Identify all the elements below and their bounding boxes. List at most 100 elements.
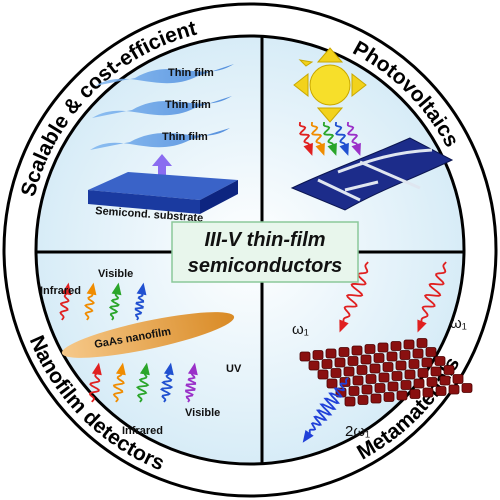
meta-atom — [338, 347, 350, 357]
photon-wave — [88, 372, 101, 403]
photon-wave — [334, 121, 347, 147]
meta-atom — [325, 348, 337, 359]
meta-atom — [434, 356, 446, 366]
photon-head — [339, 142, 349, 156]
photon-wave — [135, 372, 150, 403]
meta-atom — [391, 371, 403, 381]
photon — [185, 362, 198, 403]
photon-wave — [185, 371, 197, 403]
meta-atom — [370, 393, 382, 404]
meta-atom — [344, 396, 356, 407]
meta-atom — [317, 369, 329, 380]
photon-head — [86, 282, 97, 296]
meta-atom — [430, 366, 442, 377]
photon-wave — [298, 121, 311, 147]
photon — [310, 121, 325, 156]
photon — [334, 121, 349, 156]
meta-atom — [461, 383, 473, 393]
photon-head — [136, 282, 147, 296]
photon-wave — [310, 121, 323, 147]
photon-head — [351, 142, 361, 156]
meta-atom — [404, 369, 416, 380]
photon-head — [315, 142, 325, 156]
photon-head — [303, 142, 313, 156]
photon — [84, 282, 97, 321]
meta-atom — [351, 345, 363, 356]
meta-atom — [343, 366, 355, 377]
photon — [134, 282, 147, 321]
photon — [112, 362, 126, 403]
arrow — [152, 154, 172, 178]
photon-head — [302, 430, 314, 443]
band-label: Visible — [98, 268, 133, 280]
photon — [346, 121, 361, 156]
frequency-label: ω₁ — [450, 315, 467, 332]
meta-atom — [383, 392, 395, 402]
meta-atom — [426, 377, 438, 387]
film-label: Thin film — [168, 67, 214, 79]
meta-atom — [348, 386, 360, 396]
meta-atom — [360, 354, 372, 365]
meta-atom — [452, 374, 464, 384]
meta-atom — [395, 360, 407, 371]
meta-atom — [412, 348, 424, 359]
sun — [293, 47, 367, 123]
frequency-label: ω₁ — [292, 321, 309, 338]
photon-head — [339, 319, 349, 333]
meta-atom — [356, 365, 368, 375]
photon-head — [417, 319, 427, 333]
center-box — [171, 221, 359, 283]
photon — [417, 261, 447, 333]
meta-atom — [443, 365, 455, 375]
meta-atom — [422, 387, 434, 398]
meta-atom — [421, 357, 433, 368]
meta-atom — [413, 378, 425, 389]
meta-atom — [417, 368, 429, 378]
meta-atom — [439, 375, 451, 386]
photon-wave — [112, 372, 125, 403]
center-title: semiconductors — [188, 255, 342, 277]
meta-atom — [377, 342, 389, 353]
meta-atom — [425, 347, 437, 357]
photon — [339, 261, 369, 333]
film-label: Thin film — [162, 131, 208, 143]
photon — [322, 121, 337, 156]
meta-atom — [399, 350, 411, 360]
photon-head — [91, 362, 102, 376]
meta-atom — [312, 350, 324, 360]
meta-atom — [352, 375, 364, 386]
photon — [302, 377, 349, 443]
meta-atom — [330, 368, 342, 378]
photon — [159, 362, 174, 403]
meta-atom — [357, 395, 369, 405]
photon-wave — [134, 292, 145, 321]
meta-atom — [321, 359, 333, 369]
meta-atom — [435, 386, 447, 396]
photon — [135, 362, 150, 403]
photon-wave — [322, 121, 335, 147]
photon-head — [187, 362, 198, 376]
meta-atom — [364, 344, 376, 354]
photon-wave — [342, 261, 369, 324]
band-label: Visible — [185, 407, 220, 419]
meta-atom — [326, 378, 338, 389]
photon-head — [327, 142, 337, 156]
meta-atom — [403, 339, 415, 350]
band-label: Infrared — [40, 285, 81, 297]
meta-atom — [386, 351, 398, 362]
photon-wave — [307, 377, 349, 436]
frequency-label: 2ω₁ — [345, 423, 370, 440]
meta-atom — [416, 338, 428, 348]
meta-atom — [299, 351, 311, 362]
substrate — [88, 172, 238, 214]
meta-atom — [378, 372, 390, 383]
solar-panel — [290, 137, 454, 211]
center-title: III-V thin-film — [204, 229, 325, 251]
meta-atom — [374, 383, 386, 393]
photon — [88, 362, 102, 403]
photon-head — [111, 282, 122, 296]
photon — [59, 282, 72, 321]
film-stack — [90, 64, 234, 150]
photon-wave — [84, 292, 95, 321]
